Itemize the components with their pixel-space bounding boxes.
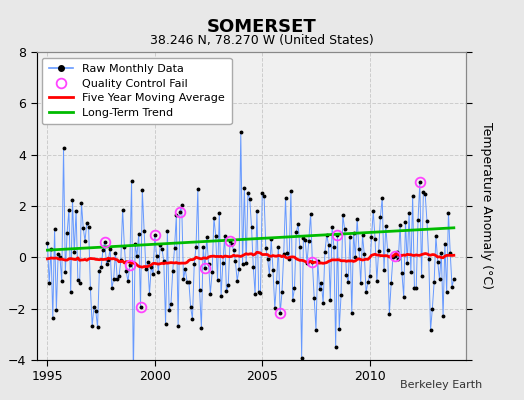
- Text: Berkeley Earth: Berkeley Earth: [400, 380, 482, 390]
- Legend: Raw Monthly Data, Quality Control Fail, Five Year Moving Average, Long-Term Tren: Raw Monthly Data, Quality Control Fail, …: [42, 58, 232, 124]
- Y-axis label: Temperature Anomaly (°C): Temperature Anomaly (°C): [481, 122, 494, 290]
- Text: 38.246 N, 78.270 W (United States): 38.246 N, 78.270 W (United States): [150, 34, 374, 47]
- Text: SOMERSET: SOMERSET: [207, 18, 317, 36]
